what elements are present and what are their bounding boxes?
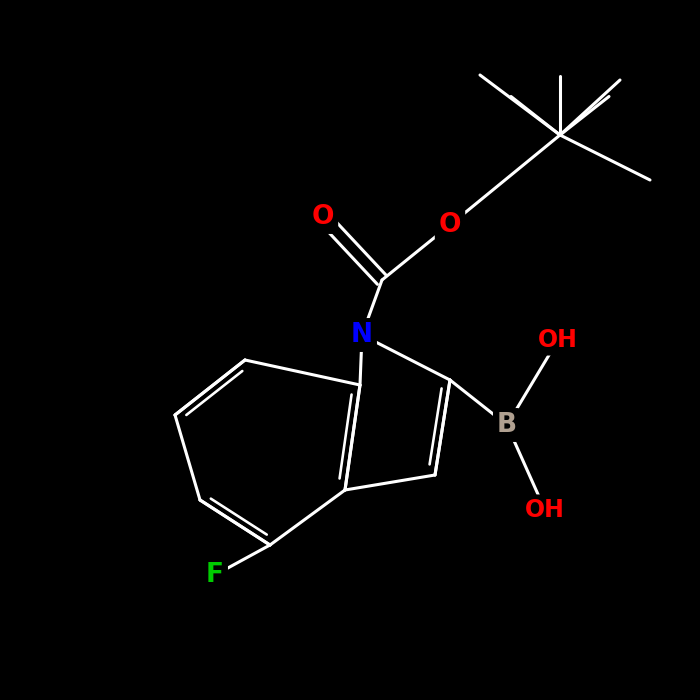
Text: OH: OH xyxy=(525,498,565,522)
Text: OH: OH xyxy=(538,328,578,352)
Text: B: B xyxy=(497,412,517,438)
Text: N: N xyxy=(351,322,373,348)
Text: O: O xyxy=(439,212,461,238)
Text: F: F xyxy=(206,562,224,588)
Text: O: O xyxy=(312,204,335,230)
